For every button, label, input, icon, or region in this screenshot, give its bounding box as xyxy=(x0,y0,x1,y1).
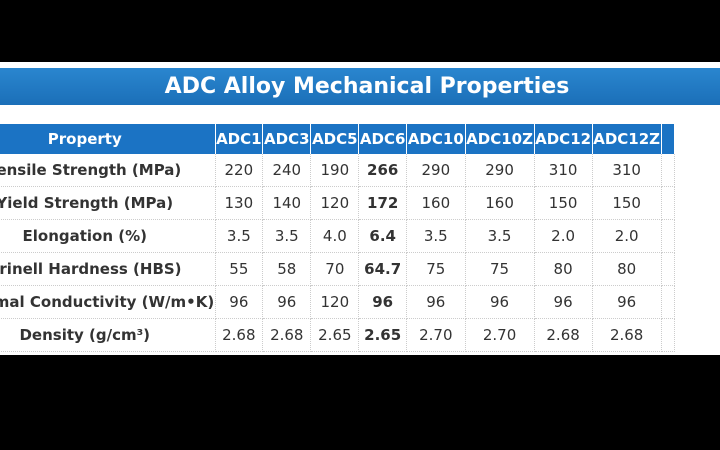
cell: 310 xyxy=(592,154,662,187)
cell: 220 xyxy=(215,154,264,187)
cell: 2.68 xyxy=(215,319,264,352)
cell: 55 xyxy=(215,253,264,286)
column-header: ADC10 xyxy=(407,124,466,154)
cell: 120 xyxy=(311,187,360,220)
column-header: ADC10Z xyxy=(465,124,535,154)
cell: 2.68 xyxy=(534,319,593,352)
cell-clipped xyxy=(661,154,675,187)
cell: 120 xyxy=(311,286,360,319)
cell: 150 xyxy=(592,187,662,220)
table-row: Tensile Strength (MPa) 220 240 190 266 290 290… xyxy=(0,154,675,187)
cell: 3.5 xyxy=(465,220,535,253)
table-row: Elongation (%) 3.5 3.5 4.0 6.4 3.5 3.5 2.0 2.0 xyxy=(0,220,675,253)
table-panel: ADC Alloy Mechanical Properties Property… xyxy=(0,62,720,355)
column-header-clipped xyxy=(661,124,675,154)
row-label: Tensile Strength (MPa) xyxy=(0,154,216,187)
cell: 96 xyxy=(407,286,466,319)
column-header: ADC5 xyxy=(311,124,360,154)
cell: 80 xyxy=(534,253,593,286)
cell: 96 xyxy=(534,286,593,319)
cell: 70 xyxy=(311,253,360,286)
column-header: ADC1 xyxy=(215,124,264,154)
cell: 240 xyxy=(263,154,312,187)
column-header: Property xyxy=(0,124,216,154)
cell-clipped xyxy=(661,286,675,319)
cell: 2.70 xyxy=(465,319,535,352)
row-label: Yield Strength (MPa) xyxy=(0,187,216,220)
cell: 58 xyxy=(263,253,312,286)
column-header: ADC12 xyxy=(534,124,593,154)
row-label: Thermal Conductivity (W/m•K) xyxy=(0,286,216,319)
cell: 150 xyxy=(534,187,593,220)
cell: 290 xyxy=(407,154,466,187)
properties-table: Property ADC1 ADC3 ADC5 ADC6 ADC10 ADC10Z ADC12… xyxy=(0,124,675,352)
cell: 130 xyxy=(215,187,264,220)
cell-clipped xyxy=(661,187,675,220)
cell: 96 xyxy=(359,286,408,319)
cell: 160 xyxy=(407,187,466,220)
cell: 2.68 xyxy=(592,319,662,352)
cell: 80 xyxy=(592,253,662,286)
cell: 290 xyxy=(465,154,535,187)
cell: 96 xyxy=(592,286,662,319)
cell-clipped xyxy=(661,220,675,253)
cell-clipped xyxy=(661,319,675,352)
table-row: Thermal Conductivity (W/m•K)969612096969… xyxy=(0,286,675,319)
cell: 310 xyxy=(534,154,593,187)
cell: 2.0 xyxy=(592,220,662,253)
cell: 96 xyxy=(215,286,264,319)
cell: 3.5 xyxy=(407,220,466,253)
table-title: ADC Alloy Mechanical Properties xyxy=(0,68,720,105)
column-header: ADC6 xyxy=(359,124,408,154)
cell: 140 xyxy=(263,187,312,220)
cell: 6.4 xyxy=(359,220,408,253)
cell: 3.5 xyxy=(215,220,264,253)
cell: 3.5 xyxy=(263,220,312,253)
cell: 96 xyxy=(263,286,312,319)
cell: 172 xyxy=(359,187,408,220)
column-header: ADC12Z xyxy=(592,124,662,154)
cell: 160 xyxy=(465,187,535,220)
cell: 2.68 xyxy=(263,319,312,352)
cell: 190 xyxy=(311,154,360,187)
table-row: Yield Strength (MPa) 130 140 120 172 160 160 15… xyxy=(0,187,675,220)
cell: 75 xyxy=(407,253,466,286)
table-row: Brinell Hardness (HBS) 55 58 70 64.7 75 75 80 80 xyxy=(0,253,675,286)
cell: 2.65 xyxy=(359,319,408,352)
table-row: Density (g/cm³) 2.68 2.68 2.65 2.65 2.70 2.70 2… xyxy=(0,319,675,352)
cell: 75 xyxy=(465,253,535,286)
row-label: Brinell Hardness (HBS) xyxy=(0,253,216,286)
cell-clipped xyxy=(661,253,675,286)
cell: 2.65 xyxy=(311,319,360,352)
cell: 2.0 xyxy=(534,220,593,253)
cell: 64.7 xyxy=(359,253,408,286)
cell: 266 xyxy=(359,154,408,187)
row-label: Density (g/cm³) xyxy=(0,319,216,352)
cell: 96 xyxy=(465,286,535,319)
cell: 4.0 xyxy=(311,220,360,253)
row-label: Elongation (%) xyxy=(0,220,216,253)
cell: 2.70 xyxy=(407,319,466,352)
column-header: ADC3 xyxy=(263,124,312,154)
